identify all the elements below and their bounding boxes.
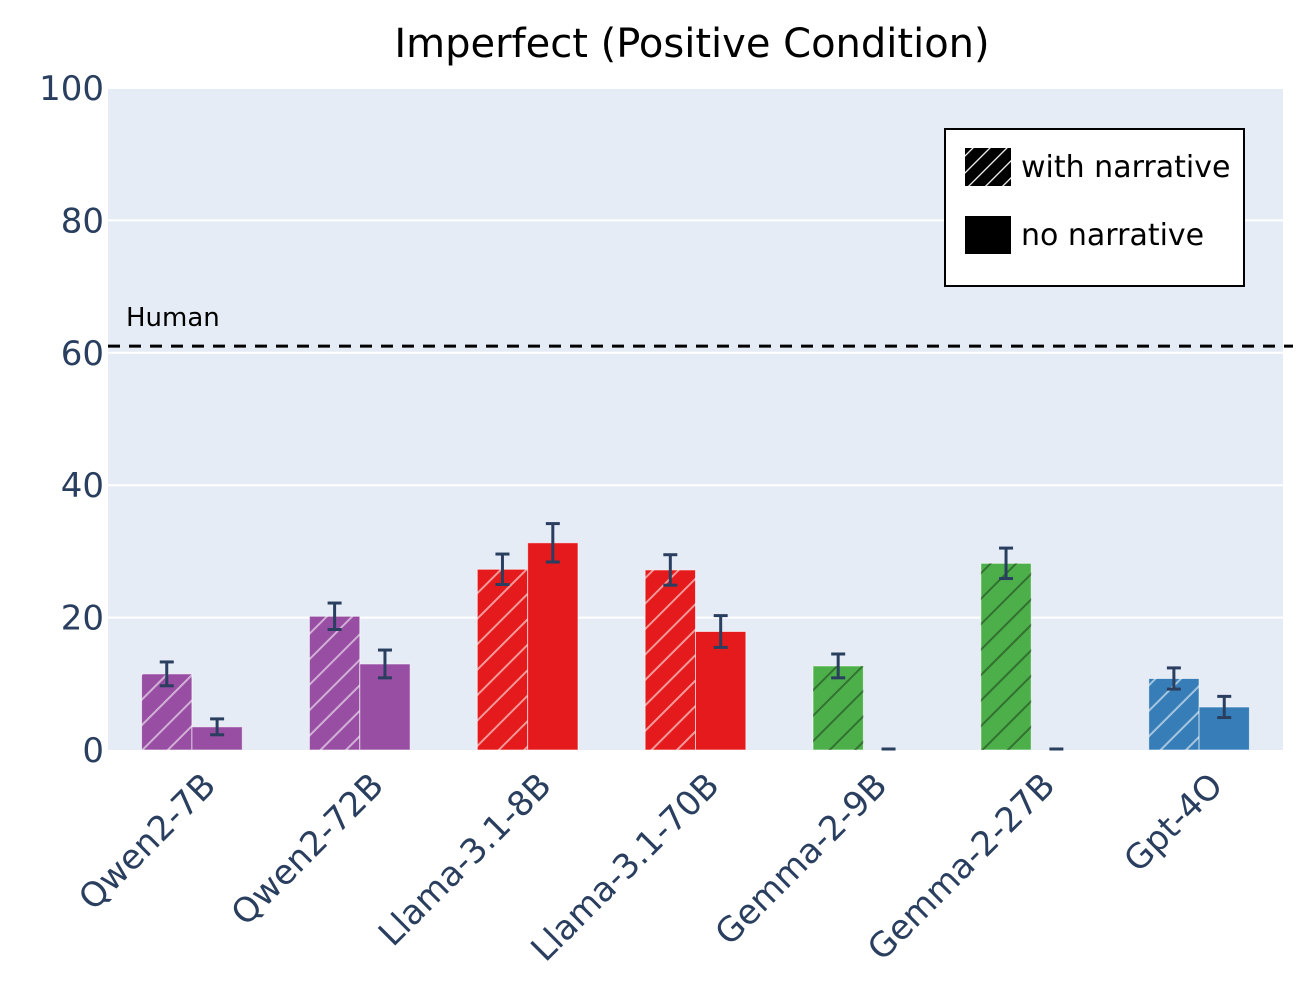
y-axis-ticks: 0 20 40 60 80 100 [39,69,104,771]
error-bar [999,546,1014,581]
chart-title: Imperfect (Positive Condition) [394,21,989,67]
error-bar [1217,694,1232,720]
legend-swatch-with-narrative [965,148,1011,186]
bar-with-narrative-Gemma-2-27B [980,562,1032,751]
error-bar [159,660,174,688]
legend-label-no-narrative: no narrative [1021,218,1204,253]
bar-with-narrative-Llama-3.1-8B [476,568,529,751]
error-bar [210,717,225,737]
y-tick-label: 40 [61,466,104,506]
y-tick-label: 0 [82,731,104,771]
legend: with narrative no narrative [944,128,1245,287]
bar-with-narrative-Qwen2-72B [308,615,361,751]
bars [141,542,1250,751]
x-tick-label: Gemma-2-9B [708,766,896,954]
x-tick-label: Qwen2-7B [71,766,224,919]
human-reference-label: Human [126,303,220,333]
bar-no-narrative-Llama-3.1-70B [695,631,747,751]
error-bar [495,552,510,586]
gridlines [108,87,1283,619]
error-bar [663,553,678,587]
bar-with-narrative-Gemma-2-9B [812,665,864,751]
legend-label-with-narrative: with narrative [1021,150,1230,185]
y-tick-label: 20 [61,599,104,639]
y-tick-label: 100 [39,69,104,109]
error-bar [327,601,342,632]
error-bars [159,522,1232,751]
bar-with-narrative-Llama-3.1-70B [644,569,697,751]
y-tick-label: 80 [61,201,104,241]
x-tick-label: Llama-3.1-8B [371,766,560,955]
error-bar [377,648,392,680]
x-axis-ticks: Qwen2-7B Qwen2-72BLlama-3.1-8BLlama-3.1-7… [71,766,1231,970]
error-bar [831,652,846,680]
error-bar [1166,666,1181,691]
human-reference: Human [108,303,1293,348]
bar-no-narrative-Llama-3.1-8B [527,542,579,751]
y-tick-label: 60 [61,334,104,374]
error-bar [545,522,560,564]
x-tick-label: Gpt-4O [1116,766,1230,880]
legend-swatch-no-narrative [965,216,1011,254]
x-tick-label: Qwen2-72B [224,766,392,934]
error-bar [713,614,728,649]
